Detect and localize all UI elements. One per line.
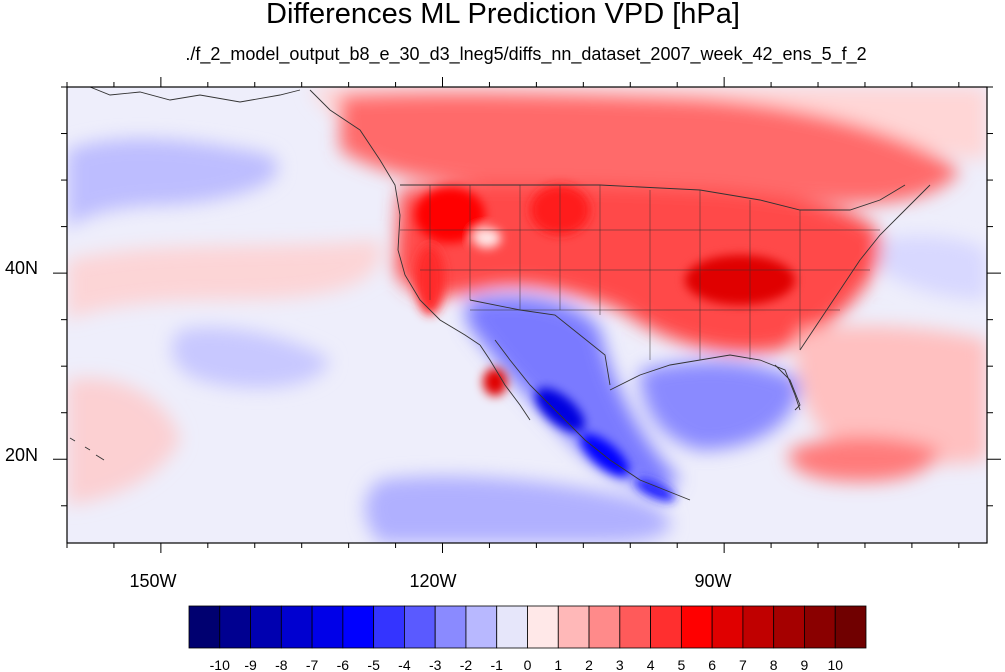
colorbar-level-label: -2 xyxy=(460,657,473,672)
mexico-blue-core-1 xyxy=(535,387,585,433)
colorbar-level-label: 5 xyxy=(677,657,685,672)
state-lines xyxy=(400,185,880,360)
map-panel xyxy=(67,87,987,543)
pacific-blue-band xyxy=(67,138,278,230)
colorbar-level-label: 10 xyxy=(827,657,843,672)
colorbar-level-label: 6 xyxy=(708,657,716,672)
y-tick-label-40n: 40N xyxy=(5,258,38,278)
midwest-hotspot xyxy=(685,255,795,305)
colorbar-level-label: 7 xyxy=(739,657,747,672)
figure-title: Differences ML Prediction VPD [hPa] xyxy=(266,0,740,30)
gulf-blue xyxy=(640,361,800,450)
colorbar-level-label: -4 xyxy=(398,657,411,672)
colorbar-swatch xyxy=(373,605,405,649)
colorbar-swatch xyxy=(773,605,805,649)
colorbar-level-label: -8 xyxy=(275,657,288,672)
atlantic-blue-ne xyxy=(880,235,987,300)
us-east-coast xyxy=(799,184,931,351)
colorbar-swatch xyxy=(588,605,621,649)
x-tick-labels: 150W 120W 90W xyxy=(129,571,731,591)
canada-red xyxy=(340,92,960,204)
colorbar-level-label: -3 xyxy=(429,657,442,672)
colorbar-swatch xyxy=(742,605,775,649)
colorbar: -10 -9 -8 -7 -6 -5 -4 -3 -2 -1 0 1 2 3 4 5 6 7 8 9 10 xyxy=(188,605,867,672)
colorbar-swatch xyxy=(434,605,467,649)
atlantic-pink xyxy=(796,325,987,464)
colorbar-swatch xyxy=(404,605,436,649)
x-tick-label-120w: 120W xyxy=(409,571,456,591)
colorbar-swatch xyxy=(711,605,744,649)
x-tick-label-90w: 90W xyxy=(694,571,731,591)
figure-subtitle: ./f_2_model_output_b8_e_30_d3_lneg5/diff… xyxy=(185,44,866,65)
colorbar-swatch xyxy=(527,605,559,649)
caribbean-red xyxy=(789,436,940,482)
x-tick-label-150w: 150W xyxy=(129,571,176,591)
south-blue-band xyxy=(365,476,671,543)
hawaii-islands xyxy=(69,437,105,461)
colorbar-level-label: 8 xyxy=(770,657,778,672)
mexico-blue-core-3 xyxy=(634,478,676,502)
colorbar-swatch xyxy=(804,605,836,649)
colorbar-level-label: 4 xyxy=(647,657,655,672)
colorbar-swatch xyxy=(188,605,221,649)
y-tick-labels: 40N 20N xyxy=(5,258,38,465)
pnw-hotspot xyxy=(415,187,485,243)
colorbar-swatch xyxy=(250,605,282,649)
colorbar-swatch xyxy=(619,605,651,649)
baja-peninsula xyxy=(479,344,531,421)
colorbar-swatch xyxy=(680,605,713,649)
colorbar-swatch xyxy=(342,605,375,649)
colorbar-level-label: -1 xyxy=(491,657,504,672)
colorbar-level-label: -7 xyxy=(306,657,319,672)
florida-peninsula xyxy=(774,364,801,411)
colorbar-swatch xyxy=(834,605,867,649)
southwest-blue xyxy=(465,296,680,489)
us-mexico-border xyxy=(469,299,611,386)
colorbar-level-label: -6 xyxy=(337,657,350,672)
alaska-panhandle-coast xyxy=(89,87,301,103)
conus-red xyxy=(395,184,884,353)
colorbar-level-label: 0 xyxy=(524,657,532,672)
colorbar-level-label: 9 xyxy=(801,657,809,672)
difference-hotspots xyxy=(415,185,795,502)
difference-field xyxy=(67,87,987,543)
us-west-coast xyxy=(309,89,481,346)
colorbar-swatch xyxy=(465,605,498,649)
map-frame xyxy=(66,86,988,544)
colorbar-level-label: 2 xyxy=(585,657,593,672)
colorbar-swatch xyxy=(650,605,682,649)
y-tick-label-20n: 20N xyxy=(5,445,38,465)
colorbar-level-label: -9 xyxy=(244,657,257,672)
colorbar-swatch xyxy=(496,605,528,649)
colorbar-level-label: 3 xyxy=(616,657,624,672)
colorbar-swatch xyxy=(280,605,313,649)
baja-hotspot xyxy=(483,368,507,396)
pacific-pink-band xyxy=(67,240,381,320)
mexico-blue-core-2 xyxy=(580,433,630,477)
pacific-blue-east xyxy=(171,327,330,389)
colorbar-swatch xyxy=(311,605,344,649)
us-canada-border xyxy=(400,184,906,211)
colorbar-level-label: 1 xyxy=(554,657,562,672)
coastlines-and-borders xyxy=(69,87,931,501)
colorbar-swatch xyxy=(219,605,251,649)
colorbar-level-label: -10 xyxy=(210,657,230,672)
colorbar-level-label: -5 xyxy=(367,657,380,672)
axis-ticks xyxy=(53,77,1001,553)
gulf-coast xyxy=(609,354,801,411)
white-spot-idaho xyxy=(473,228,501,248)
pacific-pink-south xyxy=(67,378,180,505)
colorbar-swatch xyxy=(557,605,590,649)
gulf-of-california-coast xyxy=(494,339,691,501)
